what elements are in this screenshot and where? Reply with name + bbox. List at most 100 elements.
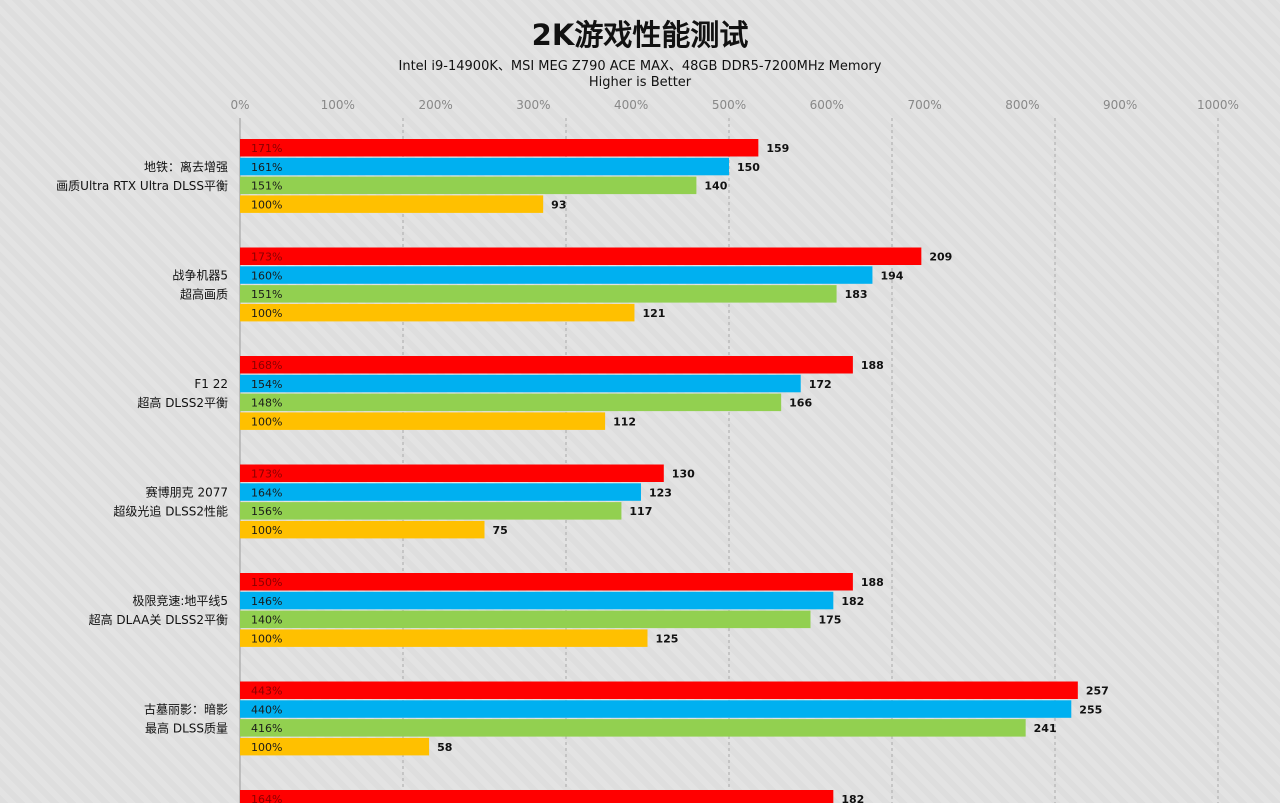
bar-percent-label: 168% bbox=[251, 359, 282, 372]
bar-value-label: 241 bbox=[1034, 722, 1057, 735]
bar bbox=[240, 520, 485, 539]
bar-value-label: 140 bbox=[704, 180, 727, 193]
bar-percent-label: 151% bbox=[251, 180, 282, 193]
bar-percent-label: 173% bbox=[251, 251, 282, 264]
bar-value-label: 166 bbox=[789, 397, 812, 410]
bar-value-label: 172 bbox=[809, 378, 832, 391]
bar-percent-label: 154% bbox=[251, 378, 282, 391]
category-label-line1: 战争机器5 bbox=[172, 269, 228, 283]
bar bbox=[240, 393, 782, 412]
bar-percent-label: 100% bbox=[251, 307, 282, 320]
bar bbox=[240, 629, 648, 647]
bar-value-label: 183 bbox=[845, 288, 868, 301]
bar-percent-label: 156% bbox=[251, 505, 282, 518]
x-tick-label: 600% bbox=[810, 98, 844, 112]
bar bbox=[240, 700, 1072, 718]
category-label-line1: F1 22 bbox=[194, 377, 228, 391]
bar-value-label: 182 bbox=[841, 595, 864, 608]
category-label-line2: 超高 DLSS2平衡 bbox=[137, 395, 228, 410]
bar-percent-label: 151% bbox=[251, 288, 282, 301]
x-tick-label: 100% bbox=[321, 98, 355, 112]
bar-percent-label: 164% bbox=[251, 793, 282, 803]
bar-value-label: 117 bbox=[629, 505, 652, 518]
x-tick-label: 900% bbox=[1103, 98, 1137, 112]
chart-title: 2K游戏性能测试 bbox=[531, 18, 749, 52]
category-label-line2: 最高 DLSS质量 bbox=[145, 721, 228, 736]
bar-percent-label: 161% bbox=[251, 161, 282, 174]
bar-percent-label: 443% bbox=[251, 685, 282, 698]
x-tick-label: 800% bbox=[1005, 98, 1039, 112]
bar-percent-label: 160% bbox=[251, 269, 282, 282]
bar-value-label: 209 bbox=[929, 251, 952, 264]
x-tick-label: 300% bbox=[516, 98, 550, 112]
bar bbox=[240, 195, 544, 213]
bar-value-label: 194 bbox=[880, 269, 903, 282]
category-label-line2: 超高画质 bbox=[180, 287, 228, 302]
bar bbox=[240, 266, 873, 284]
bar-value-label: 58 bbox=[437, 741, 452, 754]
category-label-line1: 赛博朋克 2077 bbox=[146, 485, 228, 500]
bar-percent-label: 100% bbox=[251, 415, 282, 428]
bar-percent-label: 140% bbox=[251, 614, 282, 627]
bar-percent-label: 150% bbox=[251, 576, 282, 589]
bar bbox=[240, 247, 922, 265]
x-tick-label: 200% bbox=[418, 98, 452, 112]
bar bbox=[240, 176, 697, 195]
bar bbox=[240, 412, 606, 430]
bar-percent-label: 164% bbox=[251, 486, 282, 499]
x-tick-label: 500% bbox=[712, 98, 746, 112]
category-label-line1: 极限竞速:地平线5 bbox=[132, 594, 228, 608]
bar-value-label: 130 bbox=[672, 468, 695, 481]
bar bbox=[240, 610, 811, 629]
category-label-line1: 地铁：离去增强 bbox=[144, 159, 228, 174]
bar bbox=[240, 139, 759, 157]
bar-value-label: 93 bbox=[551, 198, 566, 211]
bar-value-label: 188 bbox=[861, 576, 884, 589]
bar bbox=[240, 737, 430, 756]
category-label-line1: 古墓丽影：暗影 bbox=[144, 702, 228, 717]
bar bbox=[240, 464, 664, 482]
bar bbox=[240, 157, 729, 176]
bar-percent-label: 416% bbox=[251, 722, 282, 735]
bar-percent-label: 440% bbox=[251, 703, 282, 716]
bar bbox=[240, 681, 1078, 699]
bar-value-label: 182 bbox=[841, 793, 864, 803]
chart-subtitle-2: Higher is Better bbox=[588, 75, 692, 90]
category-label-line2: 超级光追 DLSS2性能 bbox=[113, 504, 228, 519]
bar-value-label: 75 bbox=[493, 524, 508, 537]
category-label-line2: 超高 DLAA关 DLSS2平衡 bbox=[89, 612, 228, 627]
bar bbox=[240, 790, 834, 803]
bar bbox=[240, 502, 622, 520]
bar-percent-label: 173% bbox=[251, 468, 282, 481]
x-tick-label: 0% bbox=[230, 98, 249, 112]
bar bbox=[240, 719, 1026, 737]
bar-percent-label: 171% bbox=[251, 142, 282, 155]
bar bbox=[240, 483, 641, 501]
bar-percent-label: 148% bbox=[251, 397, 282, 410]
bar bbox=[240, 356, 853, 374]
x-tick-label: 700% bbox=[907, 98, 941, 112]
bar-value-label: 257 bbox=[1086, 685, 1109, 698]
bar bbox=[240, 591, 834, 610]
bar-value-label: 121 bbox=[642, 307, 665, 320]
bar-percent-label: 100% bbox=[251, 741, 282, 754]
bar-value-label: 255 bbox=[1079, 703, 1102, 716]
x-tick-label: 400% bbox=[614, 98, 648, 112]
bar bbox=[240, 374, 801, 393]
bar-value-label: 123 bbox=[649, 486, 672, 499]
bar bbox=[240, 285, 837, 303]
bar-percent-label: 100% bbox=[251, 198, 282, 211]
bar bbox=[240, 573, 853, 591]
category-label-line2: 画质Ultra RTX Ultra DLSS平衡 bbox=[56, 179, 228, 193]
x-tick-label: 1000% bbox=[1197, 98, 1239, 112]
bar bbox=[240, 303, 635, 322]
bar-percent-label: 146% bbox=[251, 595, 282, 608]
bar-value-label: 125 bbox=[656, 632, 679, 645]
bar-value-label: 159 bbox=[766, 142, 789, 155]
bar-percent-label: 100% bbox=[251, 524, 282, 537]
bar-value-label: 112 bbox=[613, 415, 636, 428]
chart-subtitle: Intel i9-14900K、MSI MEG Z790 ACE MAX、48G… bbox=[398, 59, 882, 74]
bar-value-label: 150 bbox=[737, 161, 760, 174]
bar-percent-label: 100% bbox=[251, 632, 282, 645]
